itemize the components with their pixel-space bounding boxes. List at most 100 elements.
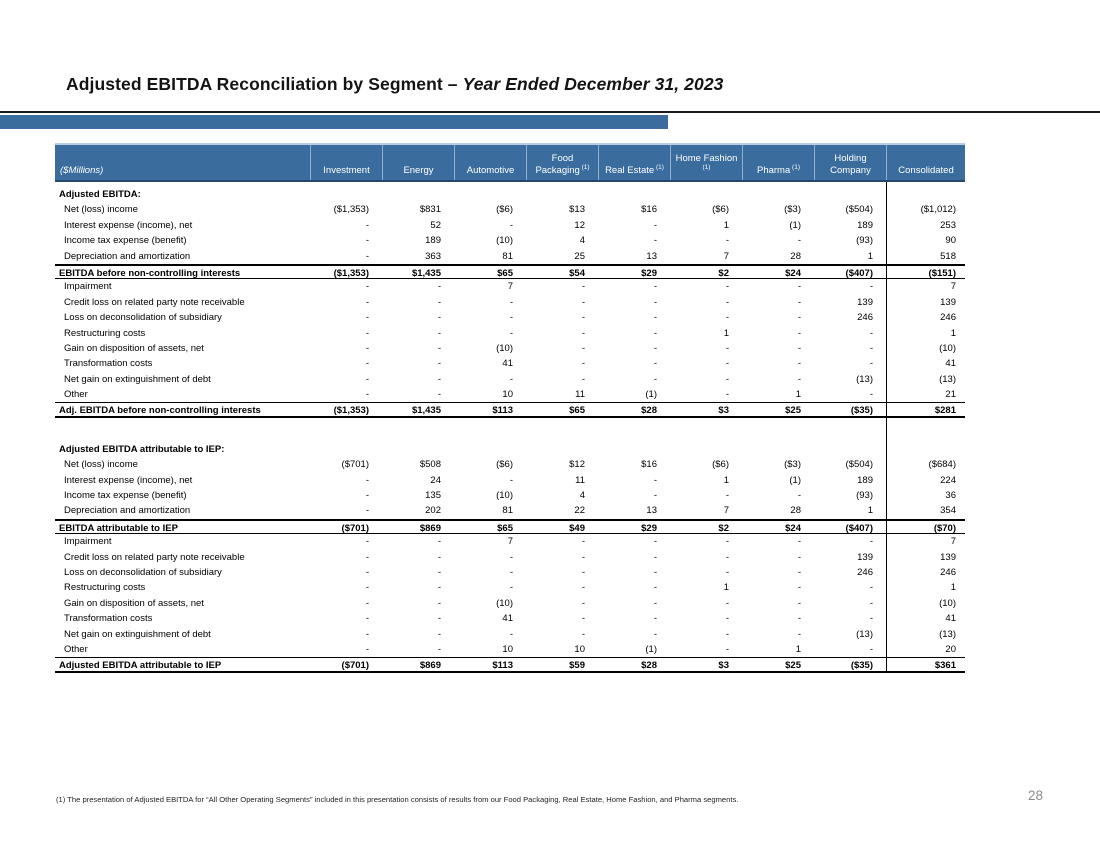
cell: - <box>797 597 801 609</box>
cell: 7 <box>507 281 513 293</box>
cell: - <box>725 389 729 401</box>
cell: $59 <box>569 660 585 672</box>
cell: 139 <box>940 296 956 308</box>
cell: - <box>869 582 873 594</box>
table-body: Adjusted EBITDA: Net (loss) income ($1,353… <box>55 182 965 673</box>
row-label: EBITDA attributable to IEP <box>59 522 178 534</box>
cell: (1) <box>645 643 657 655</box>
cell: 139 <box>857 296 873 308</box>
cell: - <box>437 643 441 655</box>
column-header-label: Pharma (1) <box>756 163 800 176</box>
cell: - <box>365 358 369 370</box>
cell: $28 <box>641 660 657 672</box>
spacer-row <box>55 418 965 442</box>
column-header-label: Holding Company <box>830 153 871 176</box>
footnote: (1) The presentation of Adjusted EBITDA … <box>56 795 739 804</box>
cell: ($407) <box>845 267 873 279</box>
cell: - <box>509 582 513 594</box>
cell: ($70) <box>933 522 956 534</box>
row-label: Net (loss) income <box>64 459 138 471</box>
table-row: Adjusted EBITDA: <box>55 187 965 202</box>
row-label: EBITDA before non-controlling interests <box>59 267 241 279</box>
cell: - <box>797 551 801 563</box>
cell: $16 <box>641 459 657 471</box>
cell: - <box>365 628 369 640</box>
cell: ($701) <box>341 522 369 534</box>
cell: 189 <box>425 235 441 247</box>
cell: $25 <box>785 660 801 672</box>
column-header-label: Energy <box>403 164 434 176</box>
table-row: Net (loss) income ($1,353) $831 ($6) $13 $16 (… <box>55 202 965 217</box>
cell: - <box>797 235 801 247</box>
cell: $3 <box>718 405 729 417</box>
cell: - <box>365 566 369 578</box>
cell: 11 <box>575 389 585 401</box>
cell: ($6) <box>496 459 513 471</box>
cell: - <box>725 373 729 385</box>
cell: ($684) <box>928 459 956 471</box>
cell: - <box>581 312 585 324</box>
page-title-period: Year Ended December 31, 2023 <box>462 74 724 94</box>
cell: - <box>437 597 441 609</box>
footnote-marker: (1) <box>654 163 664 171</box>
cell: - <box>581 296 585 308</box>
cell: $28 <box>641 405 657 417</box>
cell: - <box>797 296 801 308</box>
cell: - <box>653 474 657 486</box>
cell: ($35) <box>850 405 873 417</box>
column-header-automotive: Automotive <box>454 145 526 180</box>
cell: - <box>725 566 729 578</box>
column-header-investment: Investment <box>310 145 382 180</box>
cell: 41 <box>945 613 956 625</box>
cell: 1 <box>795 389 801 401</box>
cell: - <box>581 327 585 339</box>
table-row: Other - - 10 10 (1) - 1 - 20 <box>55 642 965 657</box>
row-label: Other <box>64 389 88 401</box>
cell: - <box>653 566 657 578</box>
cell: 1 <box>867 250 873 262</box>
cell: 7 <box>723 505 729 517</box>
cell: 41 <box>502 358 513 370</box>
cell: - <box>869 536 873 548</box>
table-row: Gain on disposition of assets, net - - (10)… <box>55 596 965 611</box>
cell: (10) <box>496 490 513 502</box>
cell: - <box>437 628 441 640</box>
row-label: Restructuring costs <box>64 582 146 594</box>
cell: - <box>653 628 657 640</box>
cell: 202 <box>425 505 441 517</box>
cell: 189 <box>857 474 873 486</box>
cell: 7 <box>950 536 956 548</box>
cell: - <box>797 613 801 625</box>
row-label: Income tax expense (benefit) <box>64 490 187 502</box>
cell: 41 <box>945 358 956 370</box>
cell: 139 <box>857 551 873 563</box>
cell: $2 <box>718 267 729 279</box>
cell: 189 <box>857 219 873 231</box>
table-row: Adjusted EBITDA attributable to IEP: <box>55 442 965 457</box>
table-row: Depreciation and amortization - 363 81 25 13 7… <box>55 249 965 264</box>
cell: - <box>653 582 657 594</box>
cell: 52 <box>430 219 441 231</box>
row-label: Net gain on extinguishment of debt <box>64 373 211 385</box>
page-title-main: Adjusted EBITDA Reconciliation by Segmen… <box>66 74 463 94</box>
footnote-marker: (1) <box>790 163 800 171</box>
cell: 10 <box>574 643 585 655</box>
cell: $65 <box>569 405 585 417</box>
cell: (93) <box>856 490 873 502</box>
table-row: Credit loss on related party note receiv… <box>55 550 965 565</box>
column-header-real-estate: Real Estate (1) <box>598 145 670 180</box>
row-label: Restructuring costs <box>64 327 146 339</box>
cell: - <box>653 551 657 563</box>
cell: - <box>725 296 729 308</box>
cell: 28 <box>790 505 801 517</box>
cell: 25 <box>574 250 585 262</box>
cell: - <box>797 327 801 339</box>
cell: - <box>725 551 729 563</box>
cell: $29 <box>641 267 657 279</box>
row-label: Adjusted EBITDA attributable to IEP: <box>59 443 225 455</box>
cell: - <box>437 613 441 625</box>
column-header-consolidated: Consolidated <box>886 145 965 180</box>
cell: ($3) <box>784 204 801 216</box>
column-header-label: Automotive <box>466 164 515 176</box>
cell: $508 <box>419 459 441 471</box>
